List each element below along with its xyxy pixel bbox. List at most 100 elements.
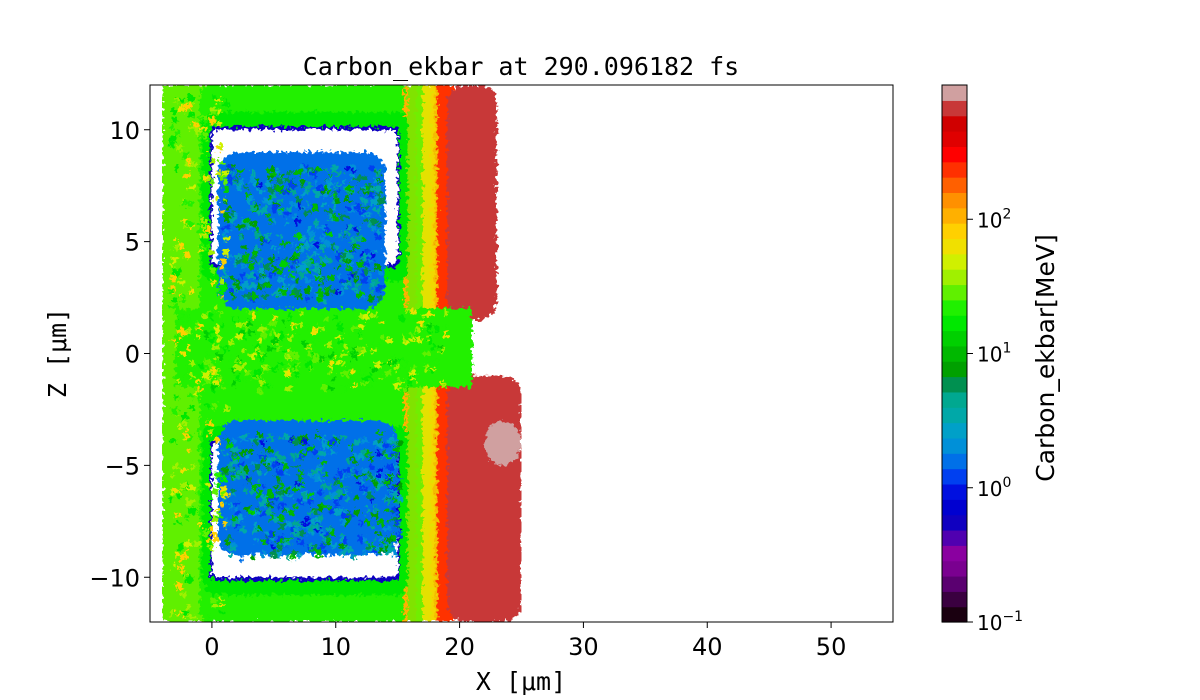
heatmap-cell xyxy=(313,354,319,361)
heatmap-cell xyxy=(315,211,320,216)
heatmap-cell xyxy=(371,348,378,353)
heatmap-cell xyxy=(370,268,376,273)
heatmap-cell xyxy=(222,267,228,275)
heatmap-cell xyxy=(309,471,317,475)
heatmap-cell xyxy=(307,350,312,356)
heatmap-cell xyxy=(304,267,308,274)
heatmap-cell xyxy=(282,282,288,289)
heatmap-cell xyxy=(288,313,292,320)
heatmap-cell xyxy=(326,541,333,546)
heatmap-cell xyxy=(340,439,346,446)
heatmap-cell xyxy=(351,237,356,242)
heatmap-cell xyxy=(197,229,203,234)
heatmap-cell xyxy=(265,497,271,503)
heatmap-cell xyxy=(213,508,220,512)
heatmap-cell xyxy=(278,502,285,509)
heatmap-cell xyxy=(256,352,262,358)
heatmap-cell xyxy=(280,489,287,495)
heatmap-cell xyxy=(179,351,186,357)
heatmap-cell xyxy=(264,550,270,555)
heatmap-cell xyxy=(265,458,272,464)
heatmap-cell xyxy=(289,264,295,269)
heatmap-cell xyxy=(307,167,313,174)
heatmap-cell xyxy=(186,161,193,166)
heatmap-cell xyxy=(322,192,329,200)
heatmap-cell xyxy=(382,543,388,551)
heatmap-cell xyxy=(305,227,312,234)
heatmap-cell xyxy=(387,489,395,493)
heatmap-cell xyxy=(208,363,215,370)
heatmap-cell xyxy=(362,254,367,260)
heatmap-cell xyxy=(214,97,221,104)
heatmap-cell xyxy=(344,363,352,370)
heatmap-cell xyxy=(291,322,296,327)
heatmap-cell xyxy=(306,324,311,331)
heatmap-cell xyxy=(244,221,251,229)
heatmap-cell xyxy=(358,174,363,181)
heatmap-cell xyxy=(200,125,208,130)
heatmap-cell xyxy=(320,436,327,444)
heatmap-cell xyxy=(258,386,262,394)
heatmap-cell xyxy=(378,221,382,228)
heatmap-cell xyxy=(210,108,217,115)
heatmap-cell xyxy=(287,350,294,357)
heatmap-cell xyxy=(367,375,374,380)
heatmap-cell xyxy=(187,222,194,227)
heatmap-cell xyxy=(304,278,312,284)
heatmap-cell xyxy=(376,264,381,271)
heatmap-cell xyxy=(264,283,270,289)
heatmap-cell xyxy=(177,544,184,552)
heatmap-cell xyxy=(271,550,278,558)
heatmap-cell xyxy=(307,268,311,275)
heatmap-cell xyxy=(356,236,363,241)
heatmap-cell xyxy=(389,508,395,513)
heatmap-cell xyxy=(234,358,241,363)
heatmap-cell xyxy=(231,459,236,466)
heatmap-cell xyxy=(183,421,187,426)
colorbar-segment xyxy=(942,146,967,163)
heatmap-cell xyxy=(314,241,319,247)
colorbar-segment xyxy=(942,269,967,286)
heatmap-cell xyxy=(421,323,428,329)
heatmap-cell xyxy=(299,454,305,458)
heatmap-cell xyxy=(372,170,378,174)
heatmap-cell xyxy=(339,340,344,345)
heatmap-cell xyxy=(318,225,326,231)
heatmap-cell xyxy=(228,368,235,372)
heatmap-cell xyxy=(280,235,284,239)
heatmap-cell xyxy=(350,247,355,253)
heatmap-cell xyxy=(196,379,200,384)
heatmap-cell xyxy=(243,325,251,331)
heatmap-cell xyxy=(293,531,301,538)
heatmap-cell xyxy=(350,473,355,478)
heatmap-cell xyxy=(271,338,278,344)
heatmap-cell xyxy=(332,354,337,359)
heatmap-cell xyxy=(249,281,255,287)
heatmap-cell xyxy=(220,294,225,299)
heatmap-cell xyxy=(362,472,368,476)
heatmap-cell xyxy=(169,276,177,281)
heatmap-cell xyxy=(249,509,256,515)
heatmap-cell xyxy=(241,264,248,269)
heatmap-cell xyxy=(347,265,354,271)
heatmap-cell xyxy=(184,252,189,260)
heatmap-cell xyxy=(252,182,258,187)
heatmap-cell xyxy=(257,337,262,344)
heatmap-cell xyxy=(267,530,274,537)
heatmap-cell xyxy=(280,207,284,212)
heatmap-cell xyxy=(330,347,335,352)
heatmap-cell xyxy=(187,435,192,442)
colorbar-segment xyxy=(942,391,967,408)
heatmap-cell xyxy=(351,352,358,360)
heatmap-cell xyxy=(180,482,187,489)
heatmap-cell xyxy=(299,338,305,343)
heatmap-cell xyxy=(426,326,431,333)
heatmap-cell xyxy=(269,496,277,501)
heatmap-cell xyxy=(217,109,221,114)
heatmap-cell xyxy=(230,288,235,294)
heatmap-cell xyxy=(172,564,176,569)
heatmap-cell xyxy=(315,276,320,283)
heatmap-cell xyxy=(222,347,229,351)
heatmap-cell xyxy=(390,534,395,539)
heatmap-cell xyxy=(410,308,417,314)
